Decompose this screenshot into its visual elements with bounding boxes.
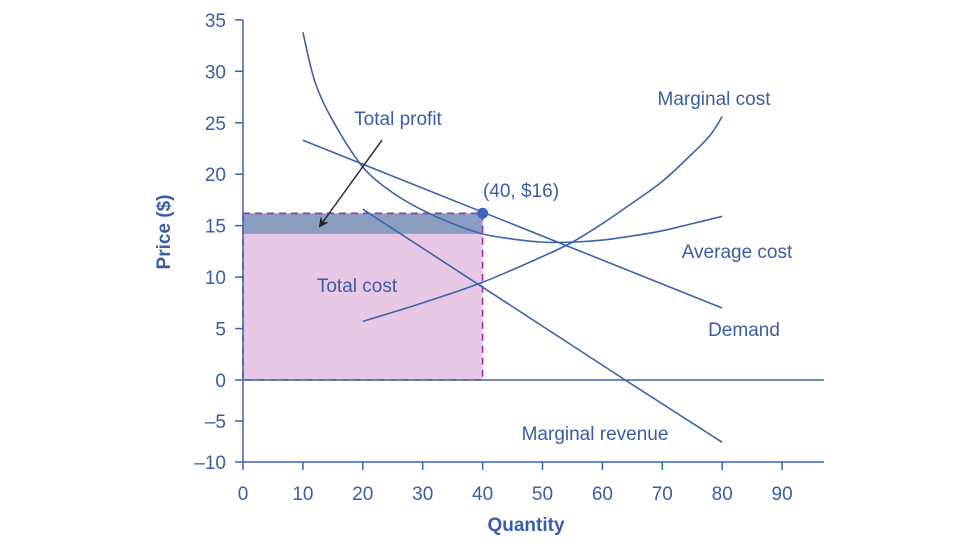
series-line-average-cost [302, 32, 723, 244]
series-line-marginal-cost [362, 116, 723, 323]
point-label: (40, $16) [483, 181, 559, 202]
x-axis-label: Quantity [487, 515, 564, 536]
y-tick-label: 25 [205, 114, 226, 135]
x-tick-label: 0 [238, 484, 249, 505]
y-tick-label: 30 [205, 62, 226, 83]
x-tick-label: 20 [352, 484, 373, 505]
y-tick-label: –10 [194, 453, 226, 474]
y-tick-label: 0 [215, 371, 226, 392]
x-tick-label: 60 [592, 484, 613, 505]
annotation-total-cost: Total cost [317, 276, 398, 297]
labels: Quantity Price ($) Marginal cost Average… [154, 89, 793, 536]
x-tick-label: 70 [652, 484, 673, 505]
total-profit-arrow [318, 139, 383, 228]
x-tick-label: 30 [412, 484, 433, 505]
x-tick-label: 40 [472, 484, 493, 505]
y-tick-label: 10 [205, 268, 226, 289]
series-line-demand [302, 139, 723, 309]
area-total-profit [243, 213, 483, 234]
y-tick-label: –5 [205, 412, 226, 433]
x-tick-label: 90 [772, 484, 793, 505]
annotation-total-profit: Total profit [354, 109, 442, 130]
series-lines [302, 32, 723, 443]
point-marker [477, 207, 489, 219]
series-label-marginal-revenue: Marginal revenue [522, 424, 669, 445]
area-total-cost [243, 233, 483, 380]
x-tick-label: 80 [712, 484, 733, 505]
series-label-marginal-cost: Marginal cost [658, 89, 772, 110]
y-tick-label: 35 [205, 11, 226, 32]
x-tick-label: 50 [532, 484, 553, 505]
y-tick-label: 5 [215, 320, 226, 341]
series-line-marginal-revenue [362, 208, 723, 443]
series-label-average-cost: Average cost [682, 242, 793, 263]
y-tick-label: 20 [205, 165, 226, 186]
series-label-demand: Demand [708, 320, 780, 341]
y-axis-label: Price ($) [154, 195, 175, 270]
y-tick-label: 15 [205, 217, 226, 238]
x-tick-label: 10 [292, 484, 313, 505]
